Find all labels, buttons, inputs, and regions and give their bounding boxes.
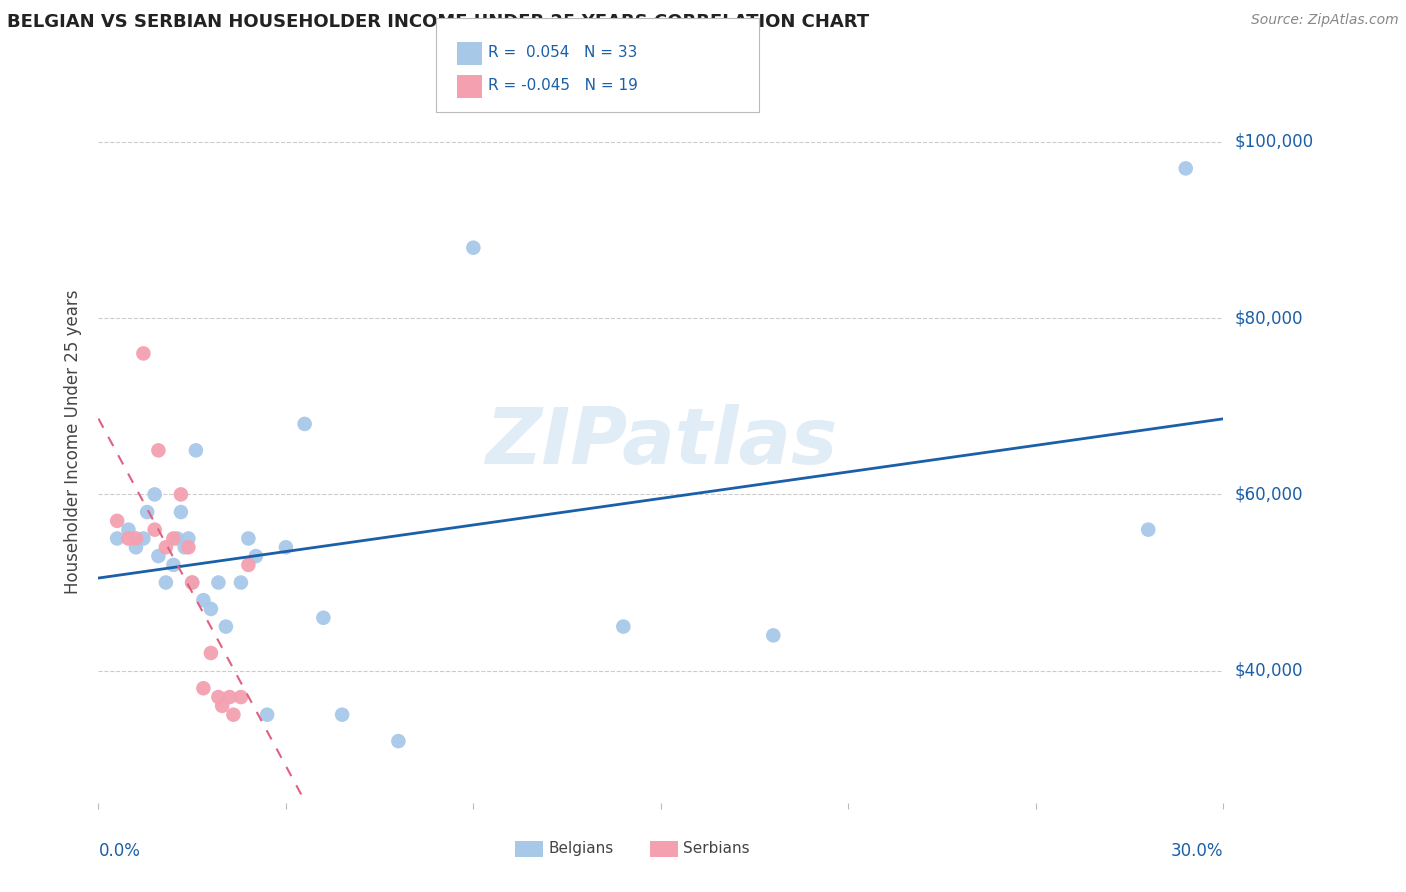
Point (245, 549, 267, 563)
Text: Source: ZipAtlas.com: Source: ZipAtlas.com (1251, 13, 1399, 28)
FancyBboxPatch shape (515, 841, 543, 857)
Point (193, 681, 215, 696)
Point (274, 541, 297, 555)
Point (105, 532, 128, 546)
Text: $100,000: $100,000 (1234, 133, 1313, 151)
Point (294, 417, 316, 431)
Text: R = -0.045   N = 19: R = -0.045 N = 19 (488, 78, 638, 93)
Point (125, 532, 148, 546)
Point (162, 558, 184, 572)
Point (162, 532, 184, 546)
Point (132, 532, 155, 546)
Point (1174, 161, 1197, 176)
Text: Serbians: Serbians (683, 841, 749, 855)
Point (229, 690, 252, 704)
Text: $60,000: $60,000 (1234, 485, 1303, 503)
Point (125, 541, 148, 555)
Point (148, 549, 170, 563)
Point (207, 690, 229, 704)
Point (143, 523, 166, 537)
Point (170, 487, 193, 501)
Text: ZIPatlas: ZIPatlas (485, 403, 837, 480)
Point (193, 593, 215, 607)
Y-axis label: Householder Income Under 25 years: Householder Income Under 25 years (65, 289, 83, 594)
Point (215, 619, 238, 633)
Point (132, 346, 155, 360)
Text: $40,000: $40,000 (1234, 662, 1303, 680)
Point (143, 487, 166, 501)
Text: 30.0%: 30.0% (1171, 842, 1223, 860)
Point (238, 532, 260, 546)
Point (117, 532, 139, 546)
Point (1137, 523, 1160, 537)
Point (463, 241, 485, 255)
Point (330, 707, 353, 722)
Point (177, 541, 200, 555)
FancyBboxPatch shape (650, 841, 678, 857)
Point (200, 646, 222, 660)
Point (181, 575, 204, 590)
Text: BELGIAN VS SERBIAN HOUSEHOLDER INCOME UNDER 25 YEARS CORRELATION CHART: BELGIAN VS SERBIAN HOUSEHOLDER INCOME UN… (7, 13, 869, 31)
Point (173, 541, 195, 555)
Point (312, 611, 335, 625)
Point (117, 523, 139, 537)
Text: $80,000: $80,000 (1234, 310, 1303, 327)
Point (105, 514, 128, 528)
Point (200, 602, 222, 616)
Point (155, 575, 177, 590)
Point (211, 698, 233, 713)
Point (229, 575, 252, 590)
Point (177, 532, 200, 546)
Point (170, 505, 193, 519)
Text: R =  0.054   N = 33: R = 0.054 N = 33 (488, 45, 637, 60)
Point (762, 628, 785, 642)
Point (136, 505, 159, 519)
Point (387, 734, 409, 748)
Point (218, 690, 240, 704)
Point (207, 575, 229, 590)
Text: 0.0%: 0.0% (98, 842, 141, 860)
Point (222, 707, 245, 722)
Point (155, 541, 177, 555)
Point (181, 575, 204, 590)
Point (238, 558, 260, 572)
Point (256, 707, 278, 722)
Point (612, 619, 634, 633)
Text: Belgians: Belgians (548, 841, 613, 855)
Point (184, 443, 207, 458)
Point (148, 443, 170, 458)
Point (166, 532, 188, 546)
